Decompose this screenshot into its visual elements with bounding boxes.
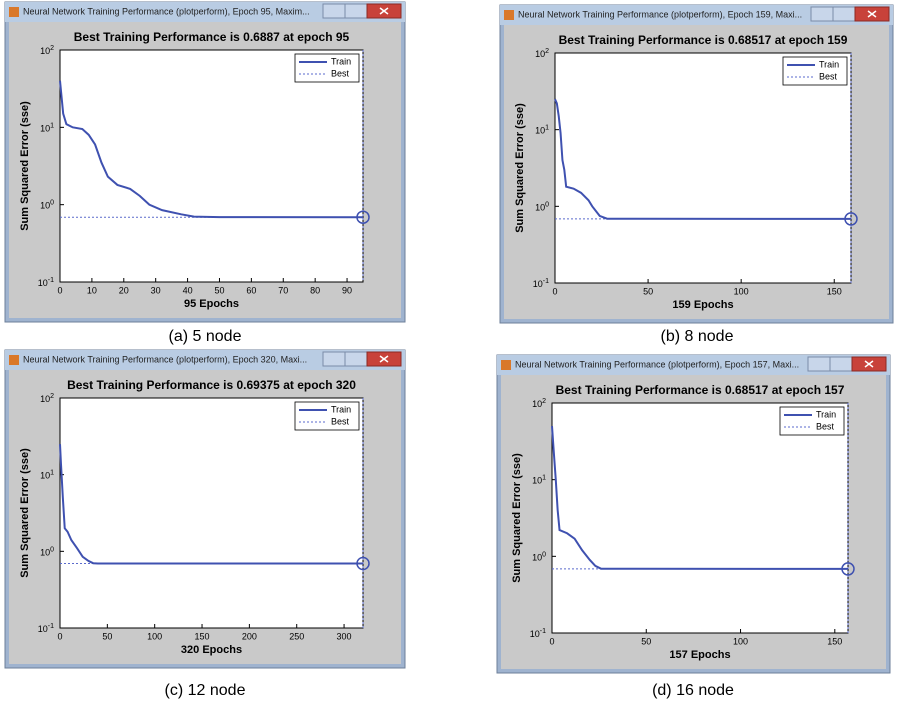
- x-tick-label: 60: [246, 285, 256, 295]
- plot-area: [60, 398, 363, 628]
- x-axis-label: 159 Epochs: [672, 299, 733, 311]
- x-tick-label: 80: [310, 285, 320, 295]
- x-tick-label: 50: [102, 631, 112, 641]
- x-axis-label: 95 Epochs: [184, 298, 239, 310]
- legend-label: Best: [819, 71, 838, 81]
- panel: Neural Network Training Performance (plo…: [497, 355, 890, 673]
- minimize-button: [323, 352, 345, 366]
- x-tick-label: 50: [641, 636, 651, 646]
- window-title: Neural Network Training Performance (plo…: [23, 354, 307, 364]
- x-tick-label: 150: [195, 631, 210, 641]
- maximize-button: [345, 352, 367, 366]
- x-tick-label: 100: [734, 286, 749, 296]
- minimize-button: [808, 357, 830, 371]
- panel: Neural Network Training Performance (plo…: [5, 350, 405, 668]
- caption: (a) 5 node: [169, 328, 242, 345]
- plot-area: [60, 50, 363, 282]
- x-tick-label: 300: [337, 631, 352, 641]
- x-tick-label: 50: [643, 286, 653, 296]
- page: {"chart_data": [ {"type": "line", "windo…: [0, 0, 897, 706]
- chart-title: Best Training Performance is 0.6887 at e…: [74, 30, 350, 44]
- x-axis-label: 320 Epochs: [181, 644, 242, 656]
- x-axis-label: 157 Epochs: [669, 649, 730, 661]
- minimize-button: [811, 7, 833, 21]
- caption: (b) 8 node: [661, 328, 734, 345]
- y-axis-label: Sum Squared Error (sse): [511, 453, 523, 583]
- legend-label: Best: [331, 68, 350, 78]
- window-title: Neural Network Training Performance (plo…: [515, 359, 799, 369]
- x-tick-label: 30: [151, 285, 161, 295]
- x-tick-label: 0: [57, 631, 62, 641]
- x-tick-label: 70: [278, 285, 288, 295]
- panel: Neural Network Training Performance (plo…: [5, 2, 405, 322]
- x-tick-label: 0: [57, 285, 62, 295]
- window-icon: [9, 7, 19, 17]
- window-icon: [501, 360, 511, 370]
- x-tick-label: 0: [552, 286, 557, 296]
- y-axis-label: Sum Squared Error (sse): [19, 101, 31, 231]
- x-tick-label: 20: [119, 285, 129, 295]
- minimize-button: [323, 4, 345, 18]
- maximize-button: [833, 7, 855, 21]
- caption: (c) 12 node: [165, 682, 246, 699]
- x-tick-label: 10: [87, 285, 97, 295]
- x-tick-label: 150: [827, 636, 842, 646]
- plot-area: [555, 53, 851, 283]
- chart-title: Best Training Performance is 0.69375 at …: [67, 378, 356, 392]
- panel: Neural Network Training Performance (plo…: [500, 5, 893, 323]
- chart-title: Best Training Performance is 0.68517 at …: [556, 383, 845, 397]
- window-icon: [9, 355, 19, 365]
- y-axis-label: Sum Squared Error (sse): [19, 448, 31, 578]
- y-axis-label: Sum Squared Error (sse): [514, 103, 526, 233]
- x-tick-label: 200: [242, 631, 257, 641]
- plot-area: [552, 403, 848, 633]
- x-tick-label: 90: [342, 285, 352, 295]
- x-tick-label: 250: [289, 631, 304, 641]
- x-tick-label: 0: [549, 636, 554, 646]
- figure: Neural Network Training Performance (plo…: [0, 0, 897, 706]
- window-title: Neural Network Training Performance (plo…: [23, 6, 310, 16]
- window-icon: [504, 10, 514, 20]
- legend-label: Train: [819, 59, 839, 69]
- maximize-button: [830, 357, 852, 371]
- caption: (d) 16 node: [652, 682, 734, 699]
- x-tick-label: 50: [214, 285, 224, 295]
- x-tick-label: 100: [733, 636, 748, 646]
- x-tick-label: 150: [827, 286, 842, 296]
- legend-label: Train: [331, 404, 351, 414]
- x-tick-label: 100: [147, 631, 162, 641]
- x-tick-label: 40: [183, 285, 193, 295]
- maximize-button: [345, 4, 367, 18]
- chart-title: Best Training Performance is 0.68517 at …: [559, 33, 848, 47]
- legend-label: Train: [331, 56, 351, 66]
- legend-label: Best: [331, 416, 350, 426]
- legend-label: Train: [816, 409, 836, 419]
- legend-label: Best: [816, 421, 835, 431]
- window-title: Neural Network Training Performance (plo…: [518, 9, 802, 19]
